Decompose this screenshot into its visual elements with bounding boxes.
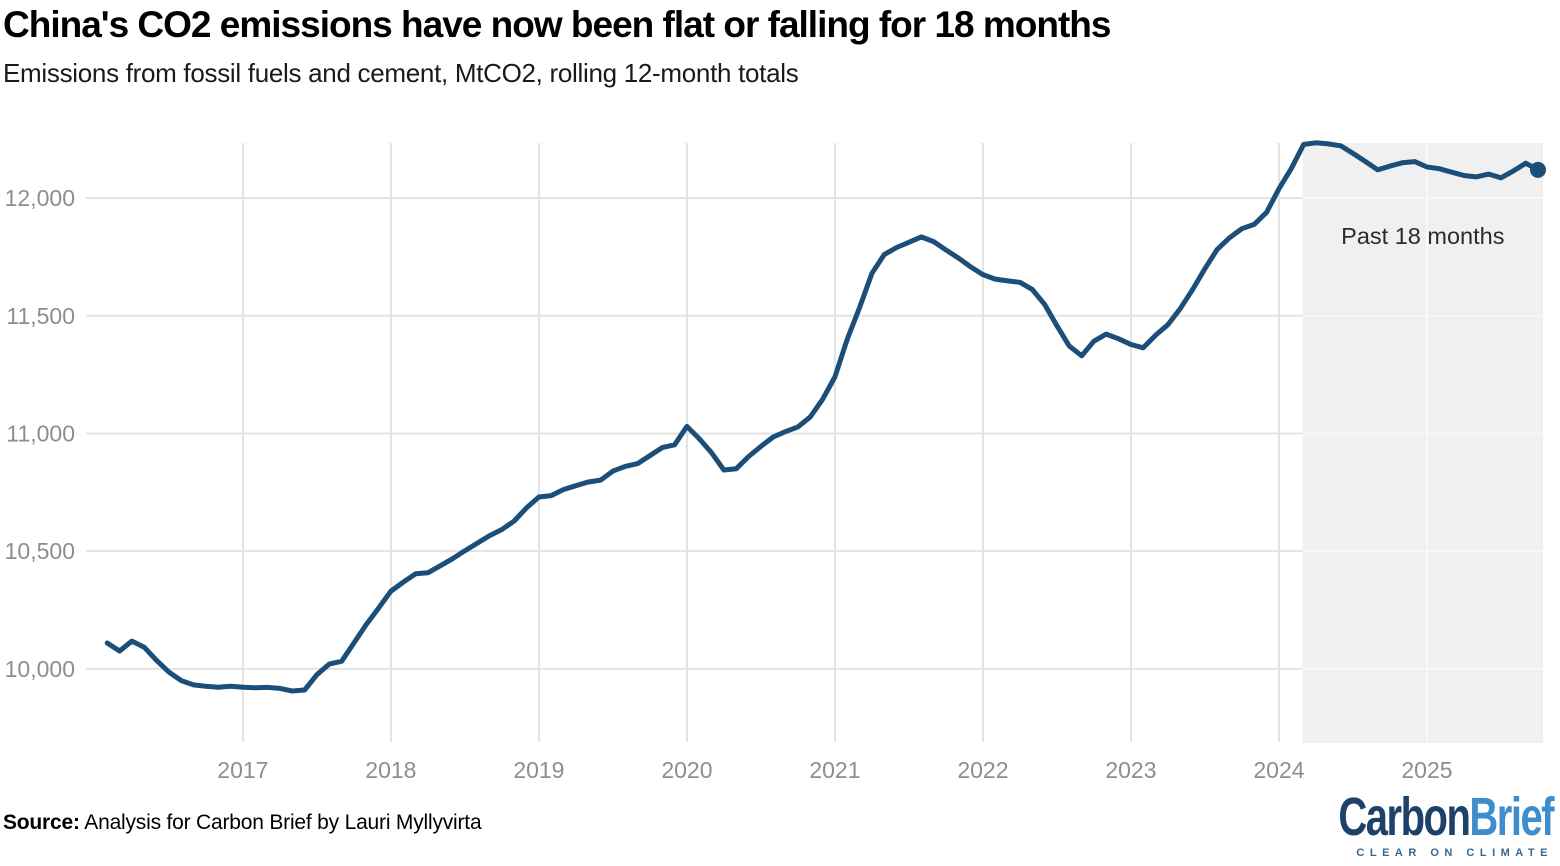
x-axis-tick-label: 2024	[1253, 757, 1304, 783]
source-line: Source: Analysis for Carbon Brief by Lau…	[3, 811, 482, 835]
logo-brief-text: Brief	[1469, 787, 1554, 847]
x-axis-tick-label: 2022	[957, 757, 1008, 783]
x-axis-tick-label: 2025	[1401, 757, 1452, 783]
y-axis-tick-label: 12,000	[5, 185, 75, 211]
y-axis-tick-label: 11,000	[6, 420, 75, 446]
logo-tagline: CLEAR ON CLIMATE	[1356, 847, 1553, 859]
y-axis-tick-label: 11,500	[6, 303, 75, 329]
x-axis-tick-label: 2023	[1105, 757, 1156, 783]
x-axis-tick-label: 2018	[365, 757, 416, 783]
x-axis-tick-label: 2019	[513, 757, 564, 783]
y-axis-tick-label: 10,500	[5, 538, 75, 564]
emissions-line	[104, 140, 1541, 694]
latest-point-marker	[1529, 161, 1546, 178]
page-title: China's CO2 emissions have now been flat…	[3, 4, 1111, 45]
x-axis-tick-label: 2020	[661, 757, 712, 783]
x-axis-tick-label: 2017	[217, 757, 268, 783]
page-subtitle: Emissions from fossil fuels and cement, …	[3, 58, 799, 88]
carbonbrief-logo: CarbonBrief CLEAR ON CLIMATE	[1263, 787, 1554, 859]
source-text: Analysis for Carbon Brief by Lauri Mylly…	[84, 811, 482, 834]
source-label: Source:	[3, 811, 80, 834]
past-18-months-band	[1302, 143, 1543, 743]
emissions-line-chart: 10,000 10,500 11,000 11,500 12,000 2017 2018 20…	[5, 140, 1546, 783]
x-axis-tick-label: 2021	[809, 757, 860, 783]
y-axis-tick-label: 10,000	[5, 656, 75, 682]
logo-carbon-text: Carbon	[1338, 787, 1470, 847]
carbonbrief-logo-text: CarbonBrief	[1338, 787, 1554, 847]
band-annotation: Past 18 months	[1341, 223, 1504, 249]
